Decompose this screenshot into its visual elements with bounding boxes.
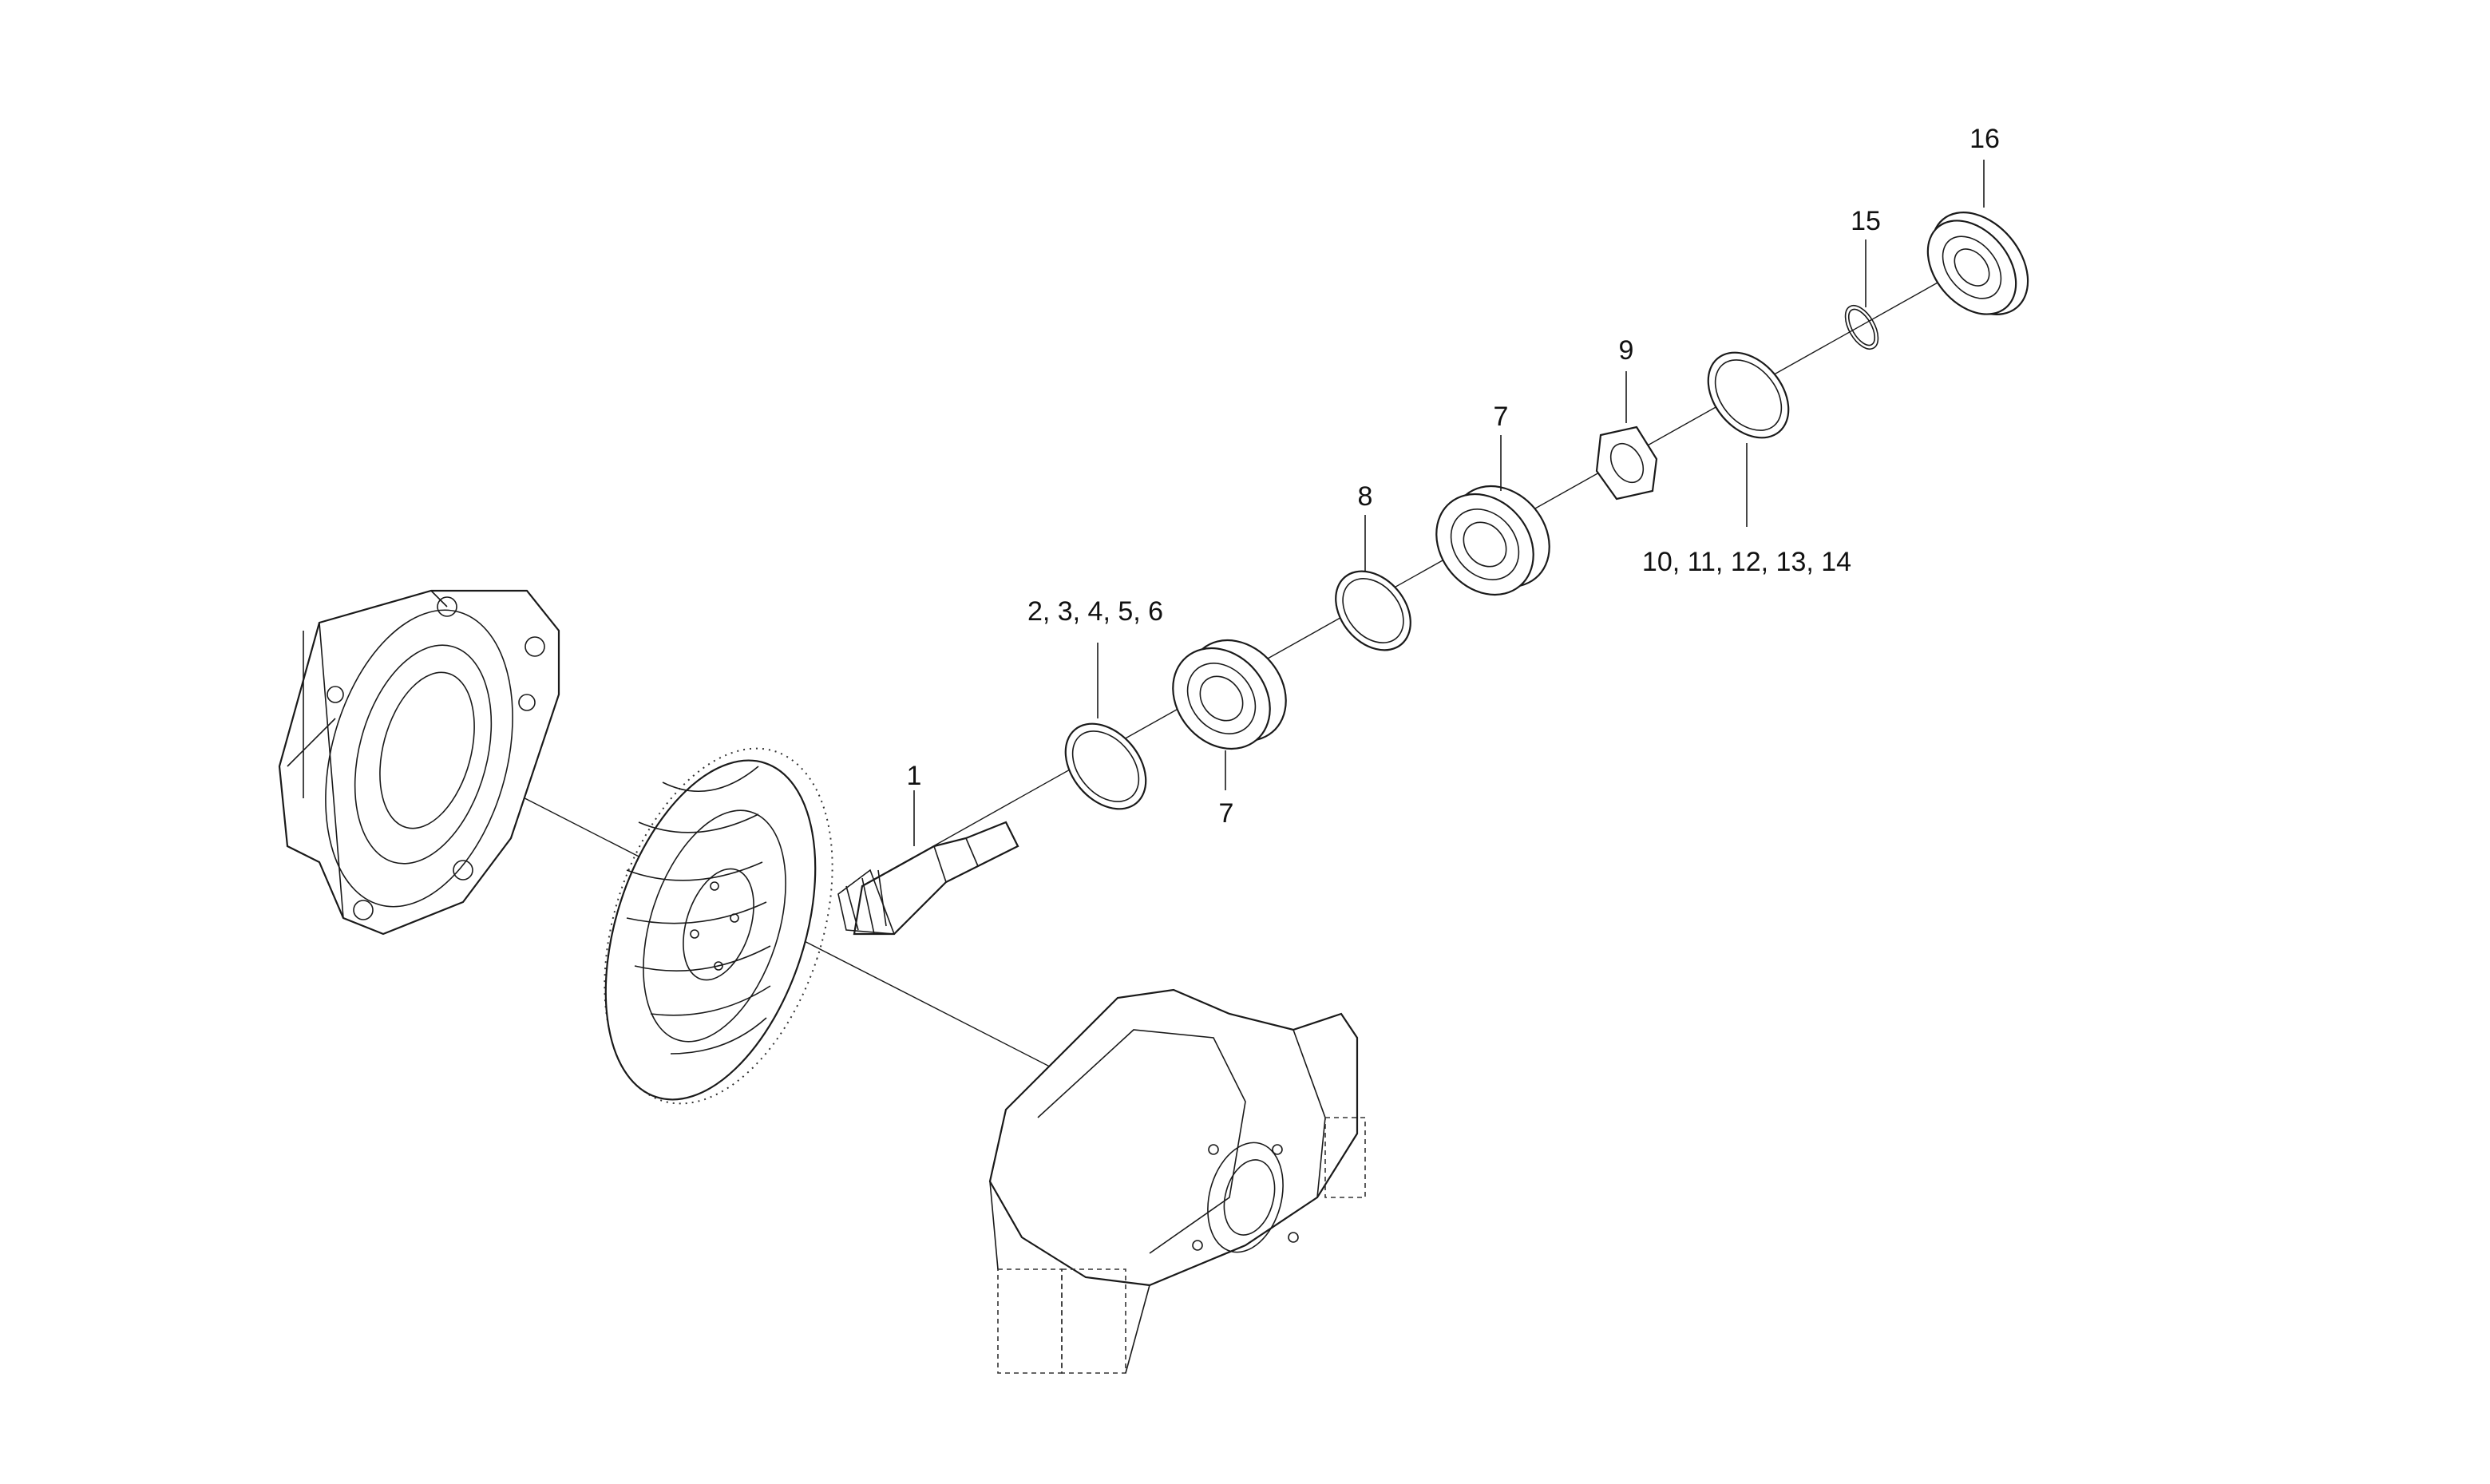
shim-ring [1064,722,1147,810]
flange-seal [1926,212,2029,315]
hex-nut [1595,425,1658,501]
callout-9: 9 [1619,335,1634,366]
callout-8: 8 [1358,481,1373,512]
callout-15: 15 [1851,206,1881,236]
callout-1: 1 [907,761,922,791]
bearing-lower [1172,639,1287,750]
spacer-sleeve [1335,570,1411,651]
callout-10-11-12-13-14: 10, 11, 12, 13, 14 [1642,547,1851,577]
callout-16: 16 [1969,124,2000,154]
crown-wheel-gear [604,747,833,1105]
circlip [1844,305,1879,350]
seal-ring [1707,351,1790,439]
bearing-upper [1435,485,1550,596]
leader-lines [913,160,1985,846]
assembly-axis-upper [861,263,1973,887]
callout-7-lower: 7 [1219,798,1234,829]
callout-7-upper: 7 [1494,402,1509,432]
front-housing-cover [278,589,560,936]
callout-2-3-4-5-6: 2, 3, 4, 5, 6 [1027,596,1163,627]
pinion-shaft [837,821,1019,936]
differential-housing [988,988,1366,1374]
